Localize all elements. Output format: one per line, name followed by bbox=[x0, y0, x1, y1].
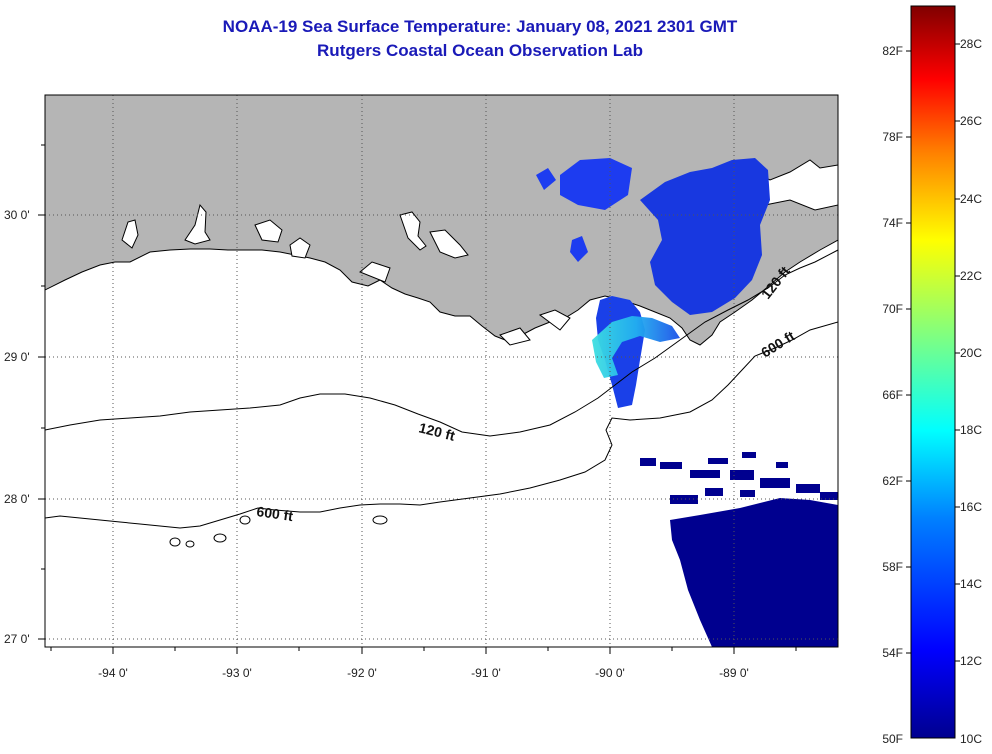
colorbar-label-62f: 62F bbox=[882, 474, 903, 488]
colorbar-label-82f: 82F bbox=[882, 44, 903, 58]
sst-cold-region-southeast bbox=[670, 498, 838, 647]
sst-warm-plume bbox=[592, 316, 680, 378]
lake-verret bbox=[399, 211, 427, 251]
lake-grand bbox=[254, 219, 311, 259]
colorbar-label-16c: 16C bbox=[960, 500, 982, 514]
lake-calcasieu bbox=[121, 219, 139, 249]
lon-label-92: -92 0' bbox=[347, 666, 377, 680]
colorbar bbox=[910, 5, 956, 739]
colorbar-label-12c: 12C bbox=[960, 654, 982, 668]
colorbar-label-78f: 78F bbox=[882, 130, 903, 144]
map-title: NOAA-19 Sea Surface Temperature: January… bbox=[222, 17, 738, 36]
graticule bbox=[45, 95, 838, 647]
colorbar-label-24c: 24C bbox=[960, 192, 982, 206]
lon-label-94: -94 0' bbox=[98, 666, 128, 680]
colorbar-ticks bbox=[906, 43, 960, 662]
lon-label-89: -89 0' bbox=[719, 666, 749, 680]
contour-islands bbox=[169, 515, 388, 548]
axis-ticks bbox=[38, 144, 797, 654]
contour-label-600ft: 600 ft bbox=[256, 503, 295, 524]
colorbar-label-58f: 58F bbox=[882, 560, 903, 574]
colorbar-label-20c: 20C bbox=[960, 346, 982, 360]
contour-600ft bbox=[45, 321, 838, 529]
colorbar-label-66f: 66F bbox=[882, 388, 903, 402]
map-frame bbox=[44, 94, 839, 648]
lat-label-30: 30 0' bbox=[4, 208, 30, 222]
colorbar-label-18c: 18C bbox=[960, 423, 982, 437]
lon-label-91: -91 0' bbox=[471, 666, 501, 680]
colorbar-label-54f: 54F bbox=[882, 646, 903, 660]
lon-label-90: -90 0' bbox=[595, 666, 625, 680]
colorbar-label-10c: 10C bbox=[960, 732, 982, 746]
sst-cold-patches bbox=[640, 452, 838, 504]
colorbar-label-74f: 74F bbox=[882, 216, 903, 230]
contour-120ft bbox=[45, 249, 838, 437]
colorbar-label-14c: 14C bbox=[960, 577, 982, 591]
sst-cold-region-northeast bbox=[536, 158, 632, 262]
colorbar-label-26c: 26C bbox=[960, 114, 982, 128]
lat-label-29: 29 0' bbox=[4, 350, 30, 364]
lat-label-28: 28 0' bbox=[4, 492, 30, 506]
lon-label-93: -93 0' bbox=[222, 666, 252, 680]
lake-salvador bbox=[429, 229, 469, 259]
sst-cold-region-east bbox=[640, 158, 770, 315]
colorbar-label-28c: 28C bbox=[960, 37, 982, 51]
colorbar-label-70f: 70F bbox=[882, 302, 903, 316]
map-subtitle: Rutgers Coastal Ocean Observation Lab bbox=[317, 41, 643, 60]
colorbar-label-50f: 50F bbox=[882, 732, 903, 746]
lat-label-27: 27 0' bbox=[4, 632, 30, 646]
lake-white bbox=[184, 203, 211, 245]
coastal-bays bbox=[359, 261, 571, 346]
colorbar-label-22c: 22C bbox=[960, 269, 982, 283]
